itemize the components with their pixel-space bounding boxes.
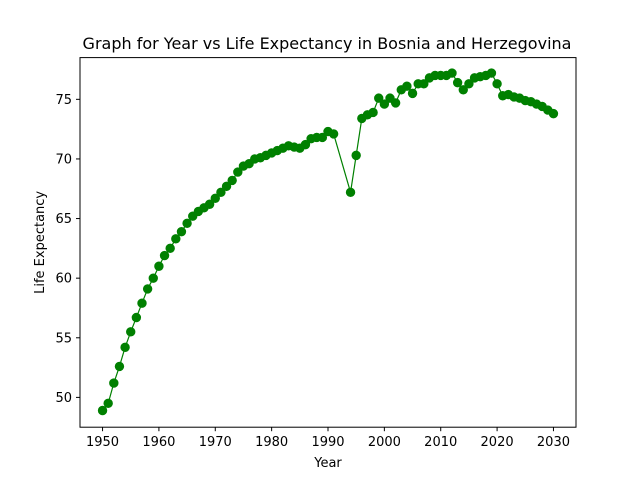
data-point	[419, 79, 429, 89]
data-point	[464, 79, 474, 89]
data-point	[176, 226, 187, 237]
data-point	[233, 167, 243, 177]
x-tick-label: 1990	[311, 435, 344, 450]
y-tick-label: 50	[55, 391, 72, 406]
data-point	[492, 79, 502, 89]
x-tick-label: 1970	[199, 435, 232, 450]
data-point	[317, 132, 328, 143]
data-point	[458, 85, 468, 95]
data-point	[148, 273, 158, 283]
data-point	[159, 250, 170, 261]
data-point	[407, 88, 418, 99]
data-point	[97, 405, 108, 416]
x-tick-label: 2000	[368, 435, 401, 450]
y-tick-label: 65	[55, 212, 72, 227]
data-point	[345, 187, 356, 198]
data-point	[216, 187, 226, 198]
y-tick-label: 55	[55, 331, 72, 346]
data-point	[142, 284, 153, 294]
data-point	[114, 361, 125, 372]
data-point	[120, 342, 130, 353]
data-point	[182, 218, 192, 229]
x-tick-label: 1960	[142, 435, 175, 450]
data-point	[351, 150, 361, 161]
data-point	[109, 378, 119, 388]
y-tick-label: 60	[55, 272, 72, 287]
data-point	[548, 108, 559, 119]
data-point	[402, 81, 412, 91]
data-point	[137, 298, 147, 308]
data-point	[300, 139, 311, 150]
data-point	[328, 129, 339, 139]
x-tick-label: 2010	[424, 435, 457, 450]
data-point	[126, 327, 136, 337]
data-point	[227, 175, 237, 186]
data-point	[154, 261, 164, 271]
data-point	[204, 199, 215, 209]
x-tick-label: 1950	[86, 435, 119, 450]
data-point	[486, 68, 497, 78]
axes-frame	[79, 57, 577, 428]
x-tick-label: 2030	[537, 435, 570, 450]
y-axis: 50 55 60 65 70 75	[55, 93, 80, 406]
data-point	[131, 312, 142, 323]
data-point	[452, 77, 463, 88]
data-point	[368, 107, 378, 118]
plot-area	[97, 68, 559, 416]
x-tick-label: 2020	[481, 435, 514, 450]
y-tick-label: 75	[55, 93, 72, 108]
data-point	[447, 68, 457, 78]
series-line	[102, 72, 554, 411]
x-axis: 1950 1960 1970 1980 1990 2000 2010 2020 2030	[86, 427, 570, 450]
data-point	[165, 243, 175, 254]
chart-title: Graph for Year vs Life Expectancy in Bos…	[83, 34, 572, 53]
y-axis-label: Life Expectancy	[33, 191, 48, 294]
y-tick-label: 70	[55, 152, 72, 167]
data-point	[221, 181, 232, 192]
data-point	[374, 93, 384, 103]
x-tick-label: 1980	[255, 435, 288, 450]
data-point	[210, 193, 220, 203]
data-point	[171, 234, 181, 244]
data-point	[379, 99, 390, 109]
data-point	[103, 398, 113, 409]
data-point	[390, 98, 401, 108]
x-axis-label: Year	[313, 456, 342, 471]
